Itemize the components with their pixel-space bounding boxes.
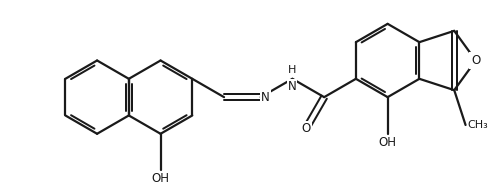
Text: CH₃: CH₃ — [468, 120, 488, 130]
Text: OH: OH — [378, 136, 396, 149]
Text: N: N — [260, 91, 270, 104]
Text: OH: OH — [152, 172, 170, 185]
Text: N: N — [288, 80, 297, 93]
Text: O: O — [301, 122, 310, 135]
Text: O: O — [471, 54, 480, 67]
Text: H: H — [288, 65, 296, 75]
